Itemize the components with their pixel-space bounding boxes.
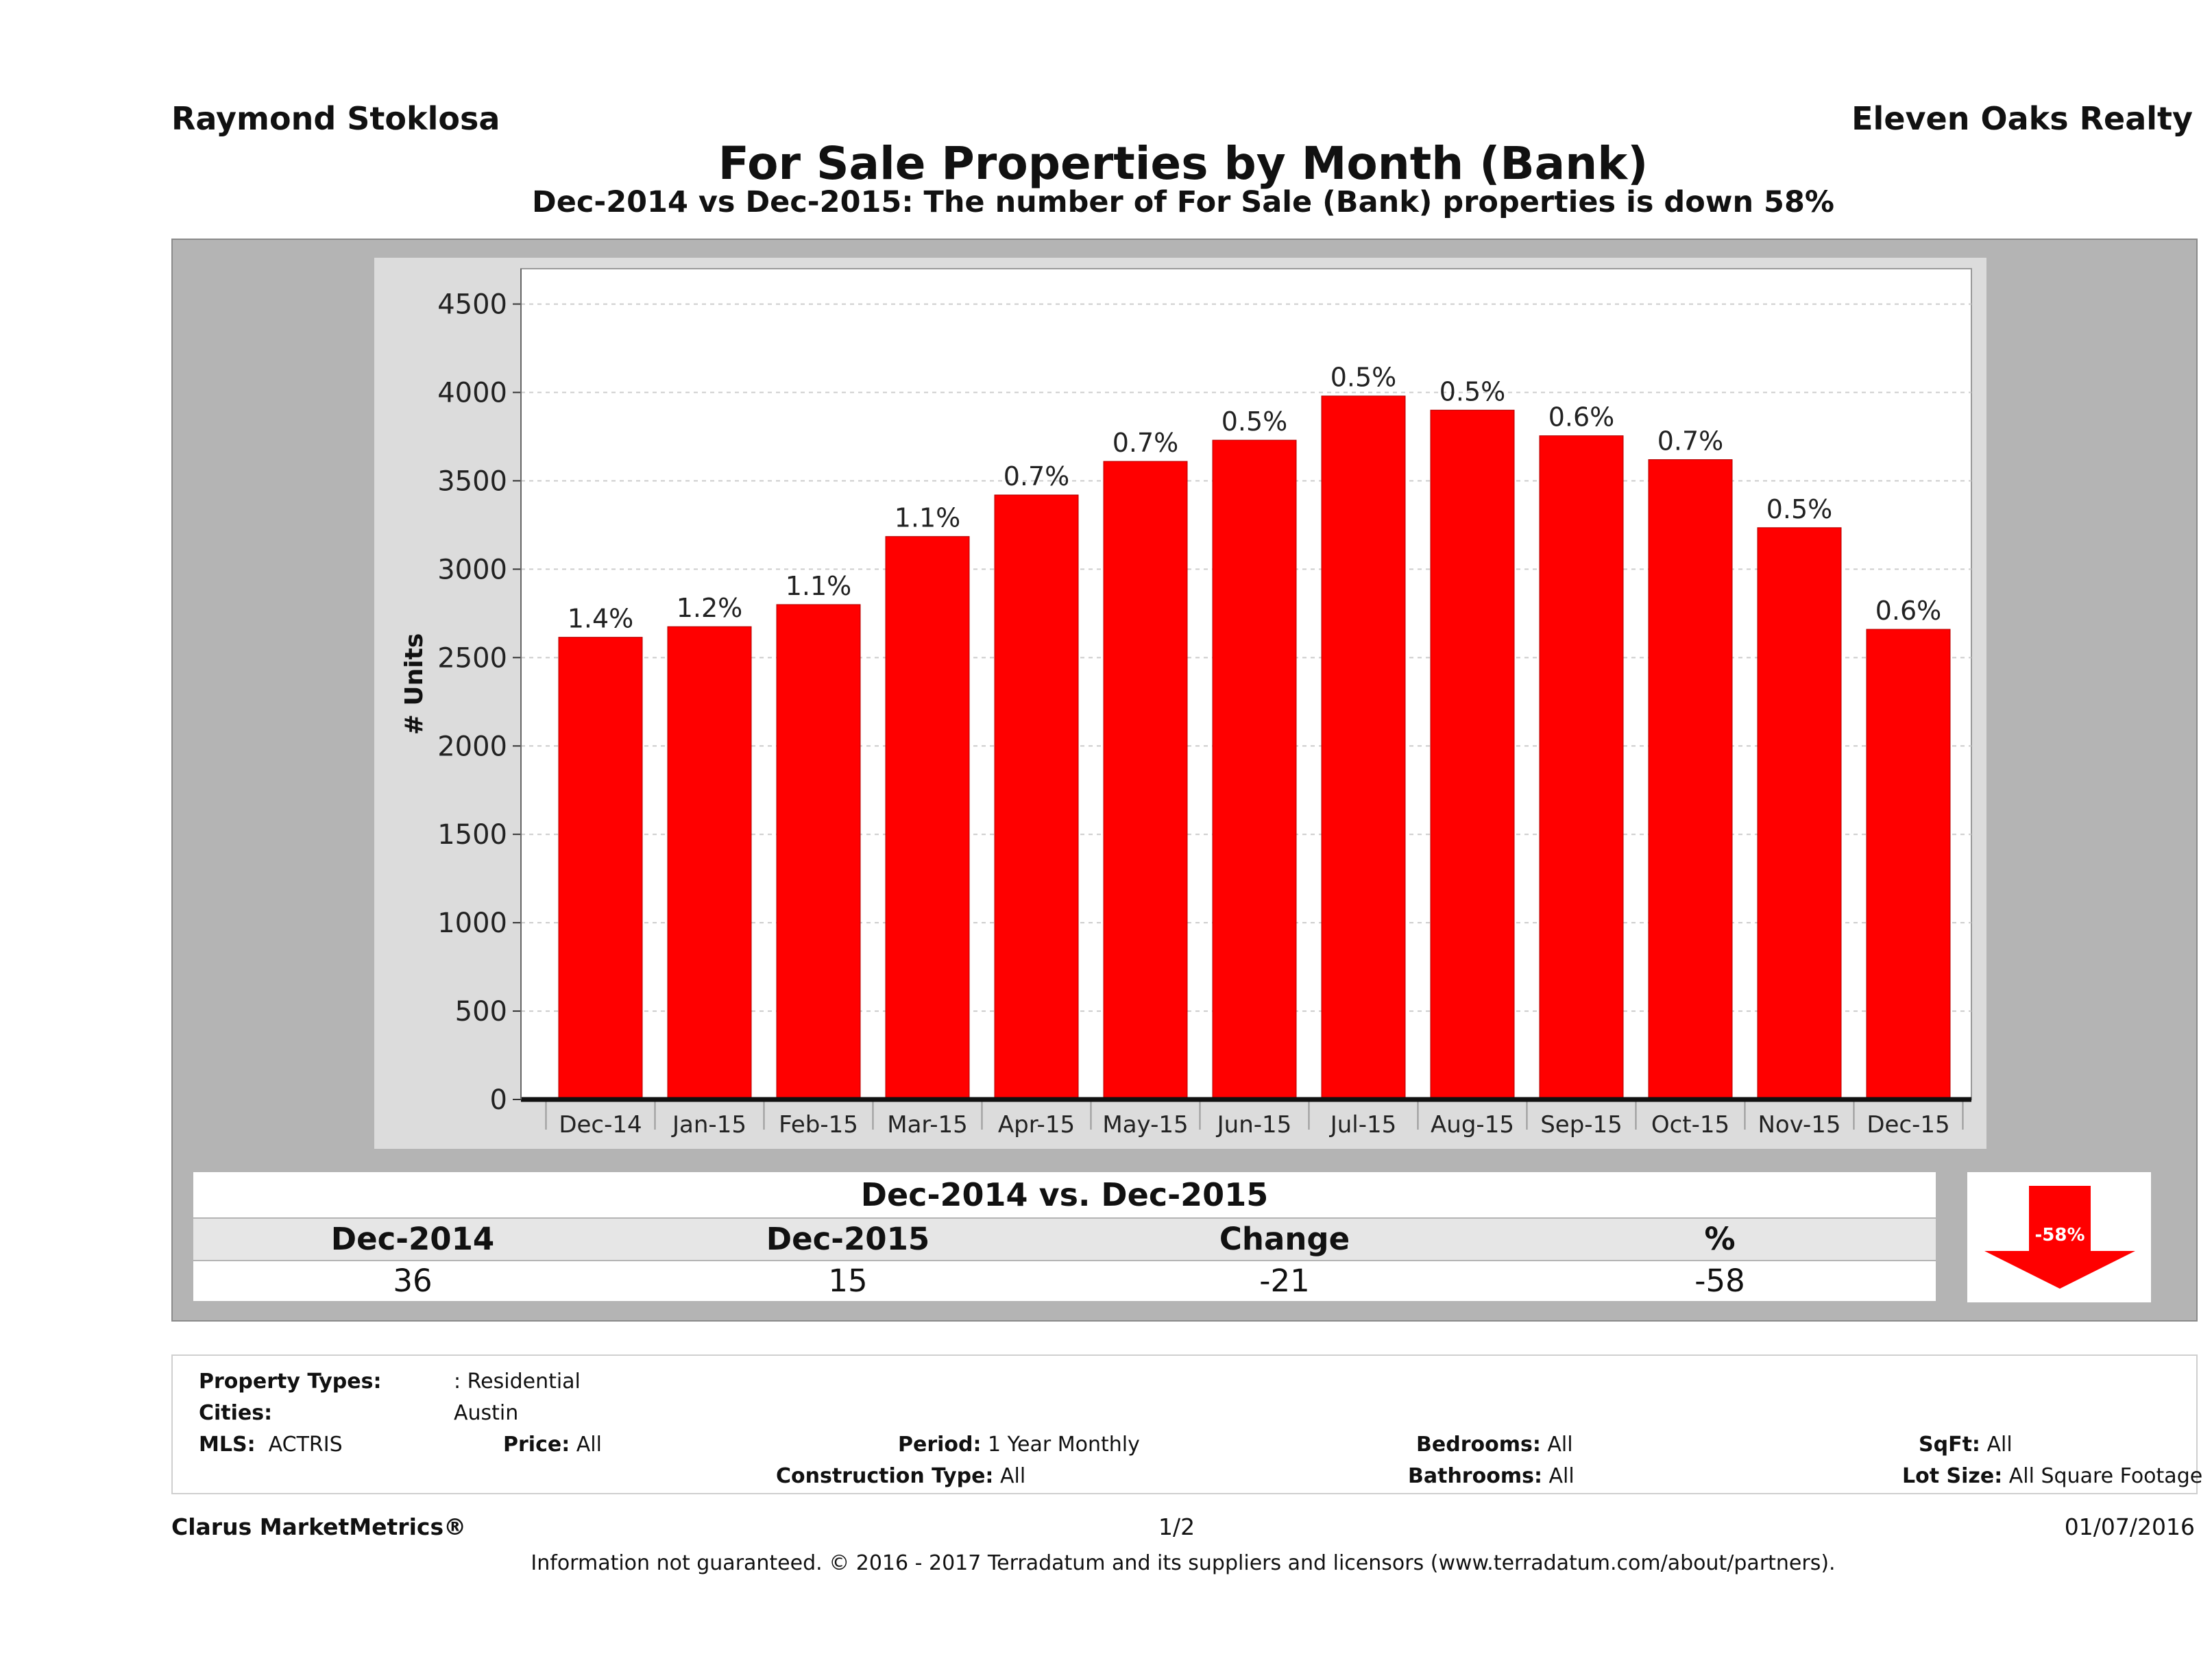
bar — [558, 637, 643, 1100]
x-tick-label: May-15 — [1102, 1111, 1188, 1139]
bar-data-label: 0.5% — [1439, 376, 1506, 406]
x-tick-label: Jun-15 — [1216, 1111, 1292, 1139]
y-tick-label: 4000 — [437, 378, 507, 409]
bedrooms-label: Bedrooms: — [1416, 1433, 1541, 1457]
summary-heading: Dec-2014 vs. Dec-2015 — [193, 1172, 1936, 1217]
bar-data-label: 0.7% — [1004, 461, 1070, 491]
y-axis-label: # Units — [400, 633, 428, 735]
property-types-label: Property Types: — [199, 1370, 382, 1394]
construction-type-label: Construction Type: — [776, 1464, 994, 1488]
price-label: Price: — [503, 1433, 570, 1457]
y-tick-label: 4500 — [437, 289, 507, 321]
bedrooms-value: All — [1547, 1433, 1573, 1457]
bar — [1539, 435, 1624, 1100]
sqft-value: All — [1986, 1433, 2013, 1457]
x-tick-label: Dec-14 — [559, 1111, 642, 1139]
company-name: Eleven Oaks Realty — [1851, 100, 2193, 137]
x-tick-label: Mar-15 — [887, 1111, 968, 1139]
x-tick-label: Feb-15 — [779, 1111, 858, 1139]
bar — [1321, 396, 1406, 1100]
chart-title: For Sale Properties by Month (Bank) — [718, 137, 1649, 190]
bar — [1866, 629, 1951, 1100]
bar — [1430, 409, 1515, 1100]
y-tick-label: 1000 — [437, 908, 507, 939]
period-label: Period: — [898, 1433, 982, 1457]
cities-label: Cities: — [199, 1401, 273, 1425]
construction-type-value: All — [999, 1464, 1026, 1488]
bar — [1757, 527, 1842, 1100]
bar — [667, 626, 752, 1100]
x-tick-label: Jan-15 — [671, 1111, 746, 1139]
summary-values-row: 36 15 -21 -58 — [193, 1261, 1936, 1301]
chart-subtitle: Dec-2014 vs Dec-2015: The number of For … — [532, 185, 1834, 219]
down-arrow-icon — [1984, 1186, 2135, 1289]
lot-size-value: All Square Footage — [2008, 1464, 2203, 1488]
bar-chart: 0 500 1000 1500 2000 2500 3000 3500 4000 4500 # Un… — [400, 268, 1972, 1139]
change-indicator-label: -58% — [2034, 1225, 2085, 1245]
cities-value: Austin — [454, 1401, 519, 1425]
summary-label-start: Dec-2014 — [330, 1221, 495, 1257]
summary-value-change: -21 — [1259, 1263, 1310, 1299]
agent-name: Raymond Stoklosa — [171, 100, 500, 137]
sqft-label: SqFt: — [1919, 1433, 1980, 1457]
bar-data-label: 0.6% — [1548, 402, 1615, 433]
bar-data-label: 0.7% — [1657, 426, 1724, 457]
y-tick-label: 1500 — [437, 819, 507, 851]
x-tick-label: Dec-15 — [1867, 1111, 1949, 1139]
x-tick-label: Aug-15 — [1431, 1111, 1514, 1139]
bar-data-label: 0.6% — [1875, 596, 1942, 626]
mls-value: ACTRIS — [268, 1433, 343, 1457]
bar-data-label: 0.5% — [1222, 406, 1288, 437]
bar-data-label: 1.2% — [677, 593, 743, 623]
report-date: 01/07/2016 — [2064, 1513, 2195, 1540]
summary-label-change: Change — [1219, 1221, 1350, 1257]
summary-value-end: 15 — [828, 1263, 868, 1299]
bar-data-label: 0.5% — [1766, 494, 1833, 524]
bar — [1648, 459, 1733, 1100]
summary-table: Dec-2014 vs. Dec-2015 Dec-2014 Dec-2015 … — [193, 1172, 1936, 1302]
bathrooms-label: Bathrooms: — [1408, 1464, 1542, 1488]
bar-data-label: 1.1% — [786, 571, 852, 601]
summary-value-percent: -58 — [1694, 1263, 1745, 1299]
bar-data-label: 1.4% — [568, 604, 634, 634]
change-indicator: -58% — [1967, 1172, 2151, 1302]
y-tick-label: 2500 — [437, 642, 507, 674]
price-value: All — [576, 1433, 602, 1457]
summary-labels-row: Dec-2014 Dec-2015 Change % — [193, 1219, 1936, 1260]
page-number: 1/2 — [1158, 1513, 1195, 1540]
footer-brand: Clarus MarketMetrics® — [171, 1513, 467, 1540]
property-types-value: : Residential — [454, 1370, 581, 1394]
x-tick-label: Nov-15 — [1758, 1111, 1841, 1139]
bar-data-label: 0.7% — [1113, 428, 1179, 458]
disclaimer: Information not guaranteed. © 2016 - 201… — [531, 1551, 1836, 1575]
y-tick-label: 2000 — [437, 731, 507, 762]
y-tick-label: 3000 — [437, 554, 507, 585]
summary-label-end: Dec-2015 — [766, 1221, 930, 1257]
bathrooms-value: All — [1548, 1464, 1575, 1488]
bar — [1103, 461, 1188, 1100]
bar — [1212, 439, 1297, 1100]
mls-label: MLS: — [199, 1433, 256, 1457]
bar — [885, 536, 970, 1100]
x-tick-label: Sep-15 — [1540, 1111, 1622, 1139]
bar — [776, 604, 861, 1100]
y-tick-label: 3500 — [437, 465, 507, 497]
period-value: 1 Year Monthly — [988, 1433, 1140, 1457]
lot-size-label: Lot Size: — [1902, 1464, 2003, 1488]
y-tick-label: 500 — [455, 996, 507, 1028]
y-tick-label: 0 — [490, 1084, 507, 1116]
x-tick-label: Oct-15 — [1651, 1111, 1729, 1139]
bar-data-label: 1.1% — [895, 503, 961, 533]
x-tick-label: Apr-15 — [998, 1111, 1075, 1139]
summary-label-percent: % — [1704, 1221, 1736, 1257]
x-tick-label: Jul-15 — [1329, 1111, 1397, 1139]
search-criteria: Property Types: : Residential Cities: Au… — [171, 1354, 2202, 1494]
summary-value-start: 36 — [393, 1263, 433, 1299]
bar — [994, 494, 1079, 1100]
bar-data-label: 0.5% — [1330, 363, 1397, 393]
